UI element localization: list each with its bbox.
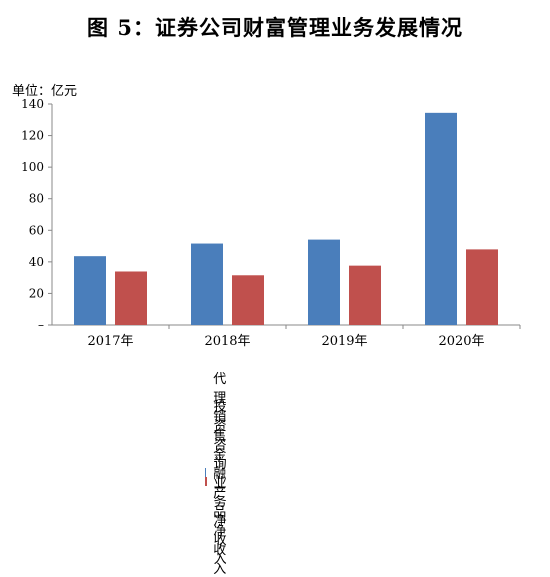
bar-advisory bbox=[349, 265, 381, 325]
unit-label: 单位：亿元 bbox=[12, 84, 78, 99]
y-tick-label: 60 bbox=[29, 223, 44, 237]
y-tick-label: 120 bbox=[21, 129, 44, 143]
chart-title: 图 5：证券公司财富管理业务发展情况 bbox=[87, 15, 463, 40]
legend-swatch-advisory bbox=[205, 477, 207, 486]
x-tick-label: 2020年 bbox=[438, 334, 484, 349]
y-tick-label: 100 bbox=[21, 160, 44, 174]
bar-advisory bbox=[232, 275, 264, 325]
y-tick-label: 40 bbox=[29, 255, 44, 269]
y-tick-label: 80 bbox=[29, 192, 44, 206]
y-tick-label: 140 bbox=[21, 97, 44, 111]
bar-advisory bbox=[115, 271, 147, 325]
bar-chart: – 20 40 60 80 100 120 140 2017年 2018年 2019年 2020年 bbox=[21, 97, 521, 349]
x-tick-label: 2017年 bbox=[87, 334, 133, 349]
bar-sales bbox=[308, 239, 340, 325]
bar-advisory bbox=[466, 249, 498, 325]
bar-sales bbox=[74, 256, 106, 325]
x-tick-label: 2018年 bbox=[204, 334, 250, 349]
y-tick-label: – bbox=[38, 318, 44, 332]
x-tick-label: 2019年 bbox=[321, 334, 367, 349]
legend-label-advisory: 投资咨询业务净收入 bbox=[213, 400, 227, 567]
bar-sales bbox=[425, 112, 457, 325]
bar-sales bbox=[191, 243, 223, 325]
y-tick-label: 20 bbox=[29, 286, 44, 300]
legend-item-advisory: 投资咨询业务净收入 bbox=[205, 396, 234, 567]
